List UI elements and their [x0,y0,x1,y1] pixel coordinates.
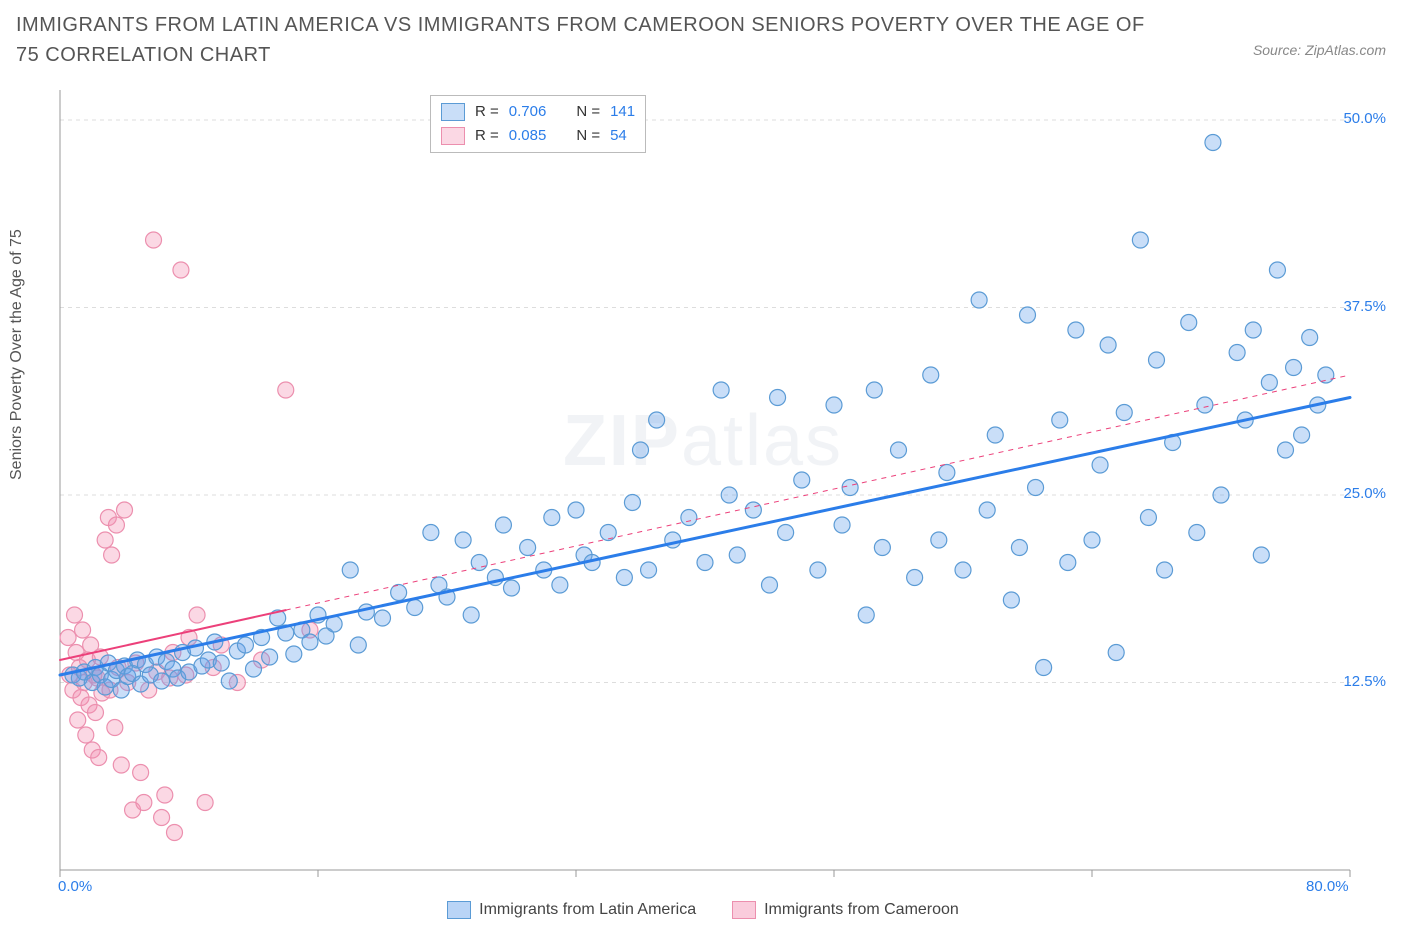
stats-legend-row: R = 0.085 N = 54 [441,124,635,148]
legend-swatch [441,127,465,145]
source-label: Source: ZipAtlas.com [1253,42,1386,58]
stat-n-value: 54 [610,124,627,148]
stat-r-value: 0.706 [509,100,547,124]
x-tick-label: 80.0% [1306,878,1349,895]
legend-item: Immigrants from Cameroon [732,901,959,919]
series-legend: Immigrants from Latin America Immigrants … [0,901,1406,924]
legend-swatch [447,901,471,919]
stat-n-label: N = [576,124,600,148]
x-tick-label: 0.0% [58,878,92,895]
y-axis-label: Seniors Poverty Over the Age of 75 [8,229,26,480]
legend-swatch [441,103,465,121]
stats-legend: R = 0.706 N = 141 R = 0.085 N = 54 [430,95,646,153]
stat-n-label: N = [576,100,600,124]
legend-swatch [732,901,756,919]
stat-r-label: R = [475,124,499,148]
chart-title: IMMIGRANTS FROM LATIN AMERICA VS IMMIGRA… [16,10,1166,70]
stats-legend-row: R = 0.706 N = 141 [441,100,635,124]
stat-r-label: R = [475,100,499,124]
y-tick-label: 12.5% [1343,673,1386,690]
y-tick-label: 37.5% [1343,298,1386,315]
y-tick-label: 25.0% [1343,485,1386,502]
stat-r-value: 0.085 [509,124,547,148]
legend-label: Immigrants from Latin America [479,901,696,919]
legend-label: Immigrants from Cameroon [764,901,959,919]
stat-n-value: 141 [610,100,635,124]
legend-item: Immigrants from Latin America [447,901,696,919]
y-tick-label: 50.0% [1343,110,1386,127]
scatter-chart [40,90,1390,910]
